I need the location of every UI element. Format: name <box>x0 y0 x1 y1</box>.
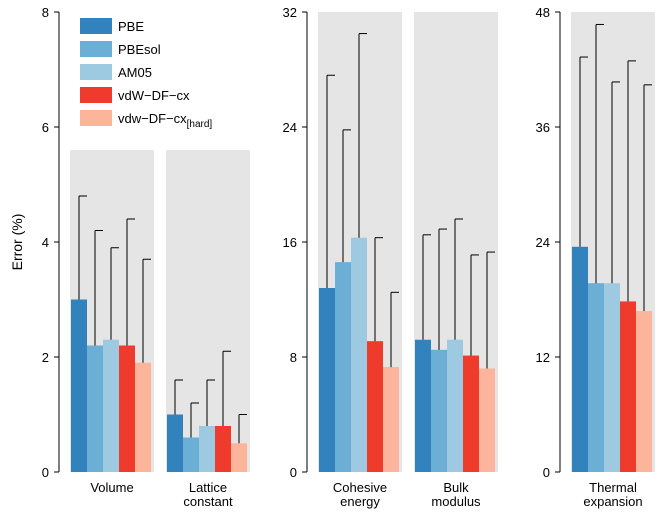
y-tick-label: 32 <box>283 5 297 20</box>
bar <box>103 339 119 472</box>
bar <box>572 246 588 472</box>
bar <box>335 262 351 472</box>
bar <box>71 299 87 472</box>
bar <box>431 349 447 472</box>
legend-label: vdW−DF−cx <box>118 88 190 103</box>
bar <box>588 283 604 472</box>
legend-swatch <box>80 18 112 34</box>
group-label: Lattice constant <box>183 480 233 509</box>
bar <box>636 311 652 472</box>
group-label-line: Volume <box>90 480 133 495</box>
bar <box>415 339 431 472</box>
bar <box>167 414 183 472</box>
group-label-line: expansion <box>583 494 642 509</box>
bar <box>183 437 199 472</box>
bar <box>215 426 231 472</box>
y-tick-label: 24 <box>283 120 297 135</box>
legend-label: AM05 <box>118 65 152 80</box>
y-tick-label: 0 <box>543 465 550 480</box>
bar <box>479 368 495 472</box>
y-axis-title: Error (%) <box>9 214 25 271</box>
y-tick-label: 48 <box>536 5 550 20</box>
panel-3: Thermal expansion 0 12 24 36 48 <box>536 5 655 509</box>
legend-swatch <box>80 110 112 126</box>
bar <box>604 283 620 472</box>
group-label-line: energy <box>340 494 380 509</box>
legend-label-subscript: [hard] <box>187 119 213 130</box>
bar <box>231 443 247 472</box>
group-label: Cohesive energy <box>333 480 387 509</box>
group-label-line: Bulk <box>443 480 469 495</box>
y-tick-label: 16 <box>283 235 297 250</box>
y-tick-label: 8 <box>42 5 49 20</box>
bar <box>319 288 335 472</box>
y-tick-label: 6 <box>42 120 49 135</box>
panel-2: Cohesive energy Bulk modulus 0 8 16 24 32 <box>283 5 498 509</box>
y-tick-label: 0 <box>290 465 297 480</box>
bar <box>351 237 367 472</box>
legend: PBE PBEsol AM05 vdW−DF−cx vdw−DF−cx[hard] <box>80 18 212 130</box>
bar <box>199 426 215 472</box>
y-tick-label: 4 <box>42 235 49 250</box>
group-label-line: Lattice <box>189 480 227 495</box>
bar <box>463 355 479 472</box>
group-label: Thermal expansion <box>583 480 642 509</box>
legend-swatch <box>80 87 112 103</box>
bar <box>620 301 636 472</box>
bar <box>87 345 103 472</box>
bar <box>119 345 135 472</box>
group-label: Bulk modulus <box>431 480 481 509</box>
group-label-line: Thermal <box>589 480 637 495</box>
y-tick-label: 2 <box>42 350 49 365</box>
bar <box>383 367 399 472</box>
bar <box>135 362 151 472</box>
bar <box>367 341 383 472</box>
group-label: Volume <box>90 480 133 495</box>
panel-1: Volume Lattice constant 0 2 4 6 8 <box>42 5 250 509</box>
group-label-line: constant <box>183 494 233 509</box>
legend-label: PBEsol <box>118 42 161 57</box>
y-tick-label: 24 <box>536 235 550 250</box>
legend-label: vdw−DF−cx[hard] <box>118 111 212 130</box>
y-tick-label: 0 <box>42 465 49 480</box>
y-tick-label: 8 <box>290 350 297 365</box>
bar <box>447 339 463 472</box>
group-label-line: modulus <box>431 494 481 509</box>
legend-swatch <box>80 64 112 80</box>
y-tick-label: 12 <box>536 350 550 365</box>
group-label-line: Cohesive <box>333 480 387 495</box>
legend-label: PBE <box>118 19 144 34</box>
y-tick-label: 36 <box>536 120 550 135</box>
legend-swatch <box>80 41 112 57</box>
